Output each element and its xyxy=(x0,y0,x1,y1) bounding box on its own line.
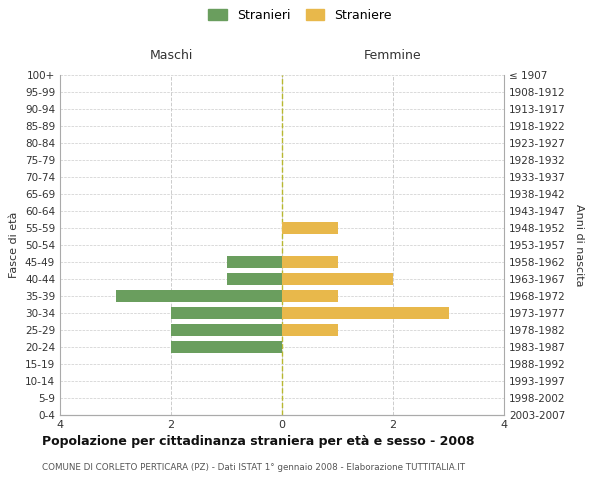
Bar xyxy=(171,341,282,353)
Bar xyxy=(171,307,282,319)
Legend: Stranieri, Straniere: Stranieri, Straniere xyxy=(208,8,392,22)
Bar xyxy=(227,273,282,285)
Bar xyxy=(282,324,337,336)
Bar xyxy=(282,222,337,234)
Bar xyxy=(282,256,337,268)
Bar xyxy=(282,273,393,285)
Bar xyxy=(115,290,282,302)
Text: Femmine: Femmine xyxy=(364,50,422,62)
Text: Maschi: Maschi xyxy=(149,50,193,62)
Bar xyxy=(171,324,282,336)
Bar xyxy=(227,256,282,268)
Y-axis label: Fasce di età: Fasce di età xyxy=(10,212,19,278)
Y-axis label: Anni di nascita: Anni di nascita xyxy=(574,204,584,286)
Text: COMUNE DI CORLETO PERTICARA (PZ) - Dati ISTAT 1° gennaio 2008 - Elaborazione TUT: COMUNE DI CORLETO PERTICARA (PZ) - Dati … xyxy=(42,462,465,471)
Text: Popolazione per cittadinanza straniera per età e sesso - 2008: Popolazione per cittadinanza straniera p… xyxy=(42,435,475,448)
Bar xyxy=(282,307,449,319)
Bar xyxy=(282,290,337,302)
